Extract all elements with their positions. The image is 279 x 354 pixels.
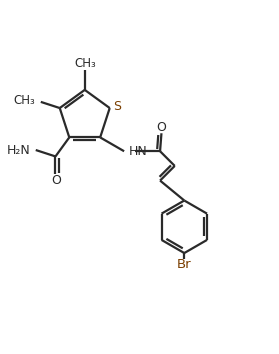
Text: O: O <box>51 174 61 187</box>
Text: S: S <box>113 100 121 113</box>
Text: H₂N: H₂N <box>7 143 31 156</box>
Text: CH₃: CH₃ <box>74 57 96 70</box>
Text: CH₃: CH₃ <box>13 94 35 107</box>
Text: O: O <box>157 121 166 134</box>
Text: Br: Br <box>177 258 192 271</box>
Text: HN: HN <box>129 145 148 158</box>
